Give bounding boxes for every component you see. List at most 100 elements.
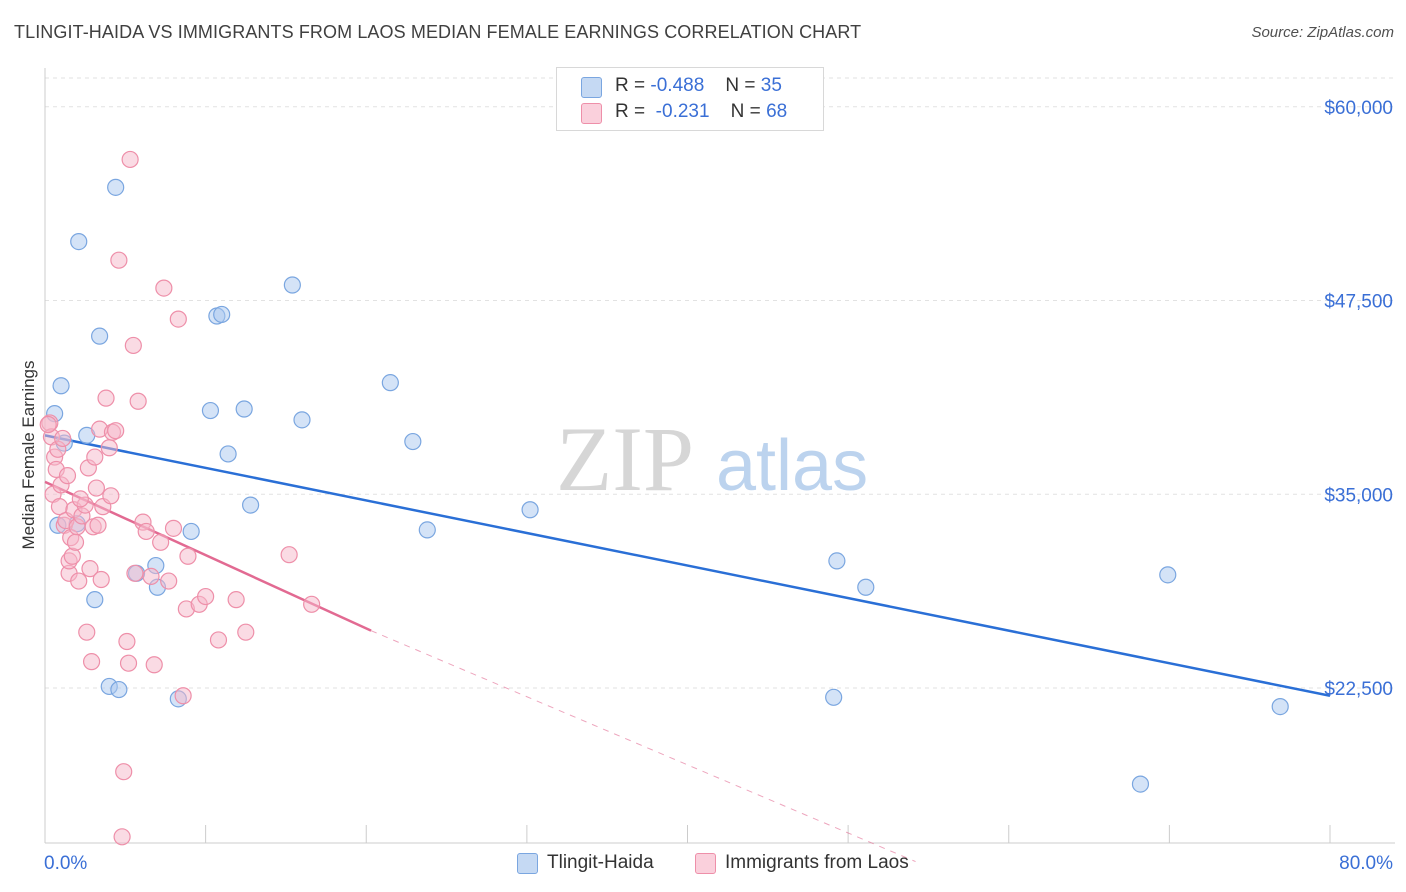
legend-r-label: R = <box>615 75 646 96</box>
point-immigrants-laos <box>174 687 192 705</box>
point-immigrants-laos <box>129 392 147 410</box>
point-immigrants-laos <box>39 415 57 434</box>
point-immigrants-laos <box>197 587 215 606</box>
point-immigrants-laos <box>209 631 228 649</box>
point-immigrants-laos <box>86 448 104 466</box>
point-tlingit-haida <box>70 233 88 251</box>
point-tlingit-haida <box>91 327 109 345</box>
gridlines <box>45 77 1395 689</box>
point-tlingit-haida <box>283 276 301 294</box>
bottom-legend-label-tlingit: Tlingit-Haida <box>547 852 654 873</box>
point-immigrants-laos <box>169 310 187 328</box>
data-points <box>39 150 1289 846</box>
point-immigrants-laos <box>142 567 160 586</box>
point-tlingit-haida <box>418 521 436 539</box>
point-tlingit-haida <box>825 688 843 706</box>
point-immigrants-laos <box>82 653 101 671</box>
y-tick-label: $47,500 <box>1324 292 1393 313</box>
point-immigrants-laos <box>118 632 136 651</box>
point-tlingit-haida <box>521 501 539 519</box>
point-immigrants-laos <box>107 422 125 440</box>
point-tlingit-haida <box>381 374 399 392</box>
point-immigrants-laos <box>102 487 120 505</box>
point-tlingit-haida <box>1271 697 1289 716</box>
source-label: Source: ZipAtlas.com <box>1251 24 1394 41</box>
point-tlingit-haida <box>1159 566 1177 584</box>
watermark-zip: ZIP <box>556 408 694 510</box>
point-tlingit-haida <box>52 377 70 395</box>
legend-r-value-tlingit: -0.488 <box>650 75 705 96</box>
x-tick-label-max: 80.0% <box>1339 853 1393 874</box>
point-tlingit-haida <box>110 680 128 699</box>
point-immigrants-laos <box>63 547 81 565</box>
y-tick-label: $35,000 <box>1324 485 1393 506</box>
legend-n-value-laos: 68 <box>766 101 788 122</box>
point-immigrants-laos <box>237 623 255 641</box>
watermark: ZIP atlas <box>556 408 868 510</box>
legend-swatch-tlingit <box>581 77 602 98</box>
correlation-legend: R = -0.488 N = 35 R = -0.231 N = 68 <box>556 67 824 131</box>
point-tlingit-haida <box>213 305 231 324</box>
point-immigrants-laos <box>54 429 72 448</box>
point-immigrants-laos <box>227 591 245 609</box>
point-immigrants-laos <box>87 479 106 497</box>
point-tlingit-haida <box>828 552 846 570</box>
point-tlingit-haida <box>201 401 220 420</box>
bottom-legend-label-laos: Immigrants from Laos <box>725 852 909 873</box>
bottom-legend-swatch-laos <box>695 853 716 874</box>
point-immigrants-laos <box>89 516 107 534</box>
point-immigrants-laos <box>164 519 183 537</box>
y-tick-label: $22,500 <box>1324 679 1393 700</box>
y-tick-label: $60,000 <box>1324 98 1393 119</box>
point-tlingit-haida <box>235 400 253 418</box>
point-immigrants-laos <box>66 533 85 551</box>
point-immigrants-laos <box>78 623 96 641</box>
point-immigrants-laos <box>113 828 131 846</box>
point-immigrants-laos <box>119 654 138 672</box>
trend-line-tlingit-haida <box>44 434 1331 697</box>
point-immigrants-laos <box>137 522 155 541</box>
point-tlingit-haida <box>1131 775 1150 793</box>
chart-title: TLINGIT-HAIDA VS IMMIGRANTS FROM LAOS ME… <box>14 22 862 42</box>
legend-n-label: N = <box>725 75 756 96</box>
bottom-legend-swatch-tlingit <box>517 853 538 874</box>
point-immigrants-laos <box>71 490 89 508</box>
x-tick-labels: 0.0% 80.0% <box>44 853 1393 874</box>
point-tlingit-haida <box>857 578 875 596</box>
point-immigrants-laos <box>92 570 110 589</box>
point-immigrants-laos <box>121 150 139 169</box>
axes <box>44 68 1395 844</box>
point-immigrants-laos <box>155 279 173 297</box>
point-immigrants-laos <box>126 564 144 582</box>
point-immigrants-laos <box>70 572 88 590</box>
point-immigrants-laos <box>152 533 170 551</box>
legend-r-label: R = <box>615 101 646 122</box>
x-tick-label-min: 0.0% <box>44 853 87 874</box>
point-tlingit-haida <box>219 445 237 463</box>
y-axis-label: Median Female Earnings <box>19 361 38 550</box>
point-immigrants-laos <box>179 547 197 565</box>
point-immigrants-laos <box>110 251 128 269</box>
point-immigrants-laos <box>100 439 118 457</box>
y-tick-labels: $60,000 $47,500 $35,000 $22,500 <box>1324 98 1393 700</box>
legend-swatch-laos <box>581 103 602 124</box>
trend-line-extension-immigrants-laos <box>370 630 916 863</box>
point-tlingit-haida <box>293 411 311 429</box>
point-tlingit-haida <box>107 178 125 196</box>
point-immigrants-laos <box>280 546 298 564</box>
point-tlingit-haida <box>404 432 422 451</box>
point-immigrants-laos <box>97 389 115 407</box>
point-immigrants-laos <box>58 467 77 485</box>
trend-line-immigrants-laos <box>44 480 372 632</box>
watermark-atlas: atlas <box>716 426 868 506</box>
point-immigrants-laos <box>145 656 163 674</box>
legend-r-value-laos: -0.231 <box>655 101 710 122</box>
point-immigrants-laos <box>160 572 178 590</box>
point-immigrants-laos <box>81 560 99 578</box>
legend-n-value-tlingit: 35 <box>760 75 782 96</box>
point-immigrants-laos <box>303 595 321 613</box>
point-tlingit-haida <box>182 522 200 541</box>
point-immigrants-laos <box>124 336 142 355</box>
point-tlingit-haida <box>242 496 260 514</box>
